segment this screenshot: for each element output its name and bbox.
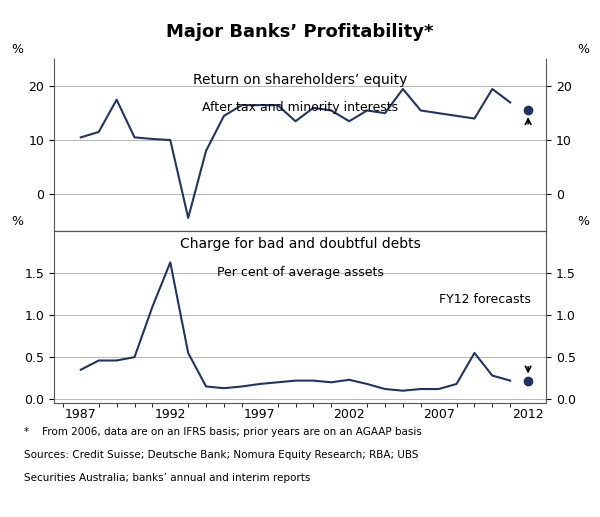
Text: %: % bbox=[577, 215, 589, 228]
Text: %: % bbox=[577, 43, 589, 56]
Text: %: % bbox=[11, 215, 23, 228]
Text: %: % bbox=[11, 43, 23, 56]
Text: Return on shareholders’ equity: Return on shareholders’ equity bbox=[193, 73, 407, 87]
Text: *    From 2006, data are on an IFRS basis; prior years are on an AGAAP basis: * From 2006, data are on an IFRS basis; … bbox=[24, 427, 422, 436]
Text: After tax and minority interests: After tax and minority interests bbox=[202, 101, 398, 114]
Text: Securities Australia; banks’ annual and interim reports: Securities Australia; banks’ annual and … bbox=[24, 473, 310, 483]
Text: Sources: Credit Suisse; Deutsche Bank; Nomura Equity Research; RBA; UBS: Sources: Credit Suisse; Deutsche Bank; N… bbox=[24, 450, 419, 460]
Text: Charge for bad and doubtful debts: Charge for bad and doubtful debts bbox=[179, 236, 421, 251]
Text: Per cent of average assets: Per cent of average assets bbox=[217, 266, 383, 279]
Text: FY12 forecasts: FY12 forecasts bbox=[439, 293, 531, 306]
Text: Major Banks’ Profitability*: Major Banks’ Profitability* bbox=[166, 23, 434, 41]
